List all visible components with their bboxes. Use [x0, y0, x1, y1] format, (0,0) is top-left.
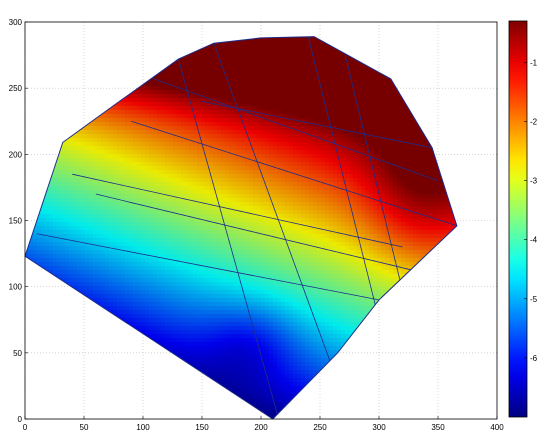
plot-area: 0 50 100 150 200 250 300 350 400 050100150200250… — [9, 18, 505, 432]
